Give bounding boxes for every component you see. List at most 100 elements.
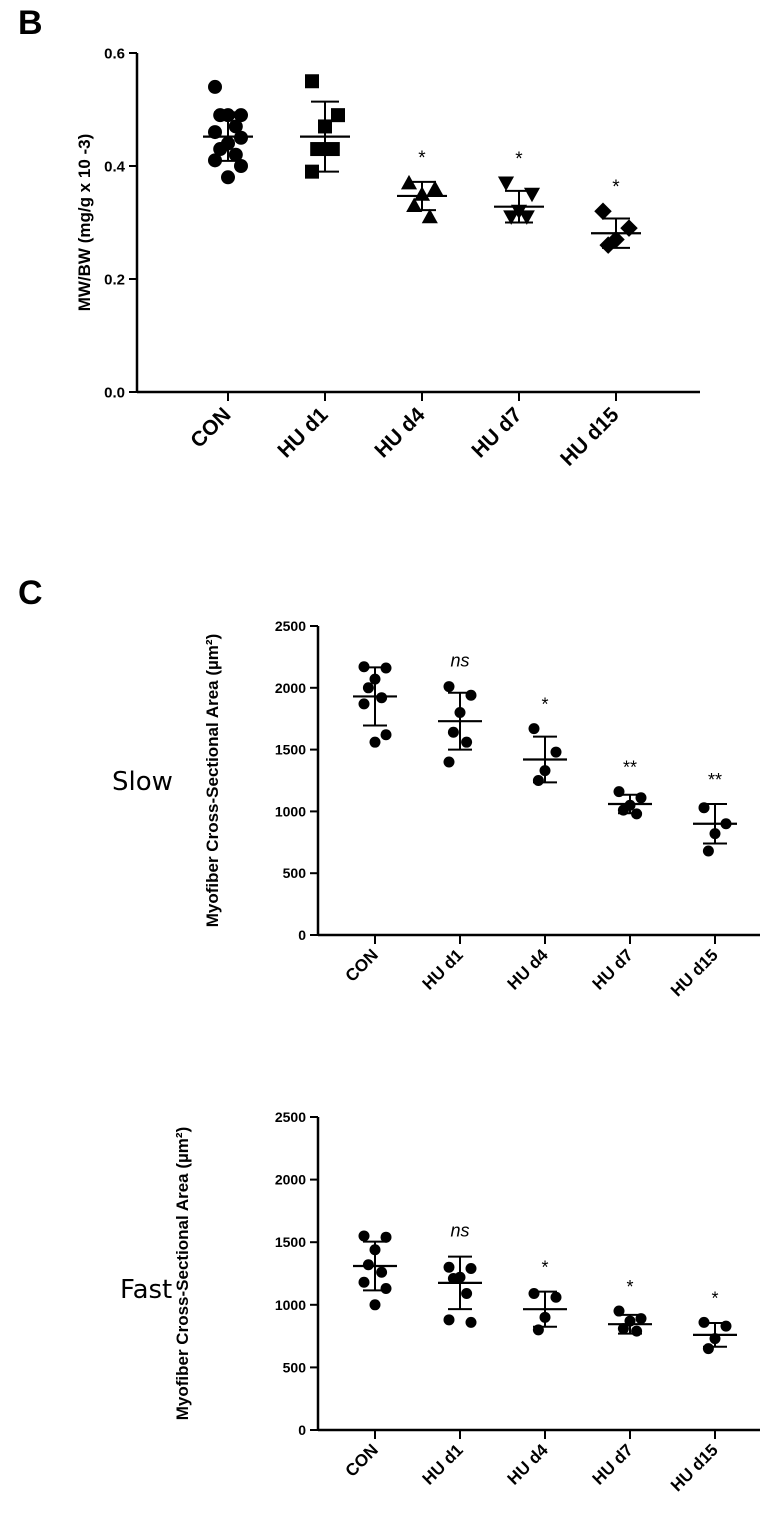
chart-2-data-point: [380, 729, 392, 741]
chart-1-data-point: [497, 176, 515, 191]
chart-2-data-point: [550, 746, 562, 758]
chart-3-data-point: [532, 1324, 544, 1336]
chart-2-significance-label: ns: [450, 651, 469, 671]
chart-1-data-point: [510, 204, 528, 220]
chart-3-data-point: [702, 1343, 714, 1355]
chart-1-significance-label: *: [418, 148, 426, 169]
chart-1-y-tick-label: 0.0: [104, 384, 125, 401]
chart-2-data-point: [369, 673, 381, 685]
chart-2-data-point: [532, 775, 544, 786]
chart-3-side-label: Fast: [120, 1275, 172, 1305]
chart-3-data-point: [376, 1266, 388, 1278]
chart-2-data-point: [376, 692, 388, 704]
chart-2-y-axis-label: Myofiber Cross-Sectional Area (µm²): [203, 634, 222, 928]
chart-3-y-tick-label: 500: [283, 1359, 307, 1375]
chart-2-data-point: [709, 828, 721, 840]
chart-2-data-point: [369, 736, 381, 748]
chart-2-data-point: [358, 698, 370, 710]
chart-3-significance-label: *: [711, 1288, 718, 1308]
chart-1-y-tick-label: 0.2: [104, 271, 125, 288]
chart-3-category-label: HU d15: [667, 1440, 722, 1495]
chart-3-data-point: [635, 1313, 647, 1325]
chart-3-data-point: [465, 1316, 477, 1328]
chart-1-data-point: [503, 210, 520, 225]
chart-2-category-label: CON: [342, 945, 382, 985]
chart-3-data-point: [380, 1283, 392, 1295]
chart-1-y-tick-label: 0.6: [104, 45, 125, 62]
chart-1-category-label: CON: [186, 403, 235, 452]
chart-3-data-point: [447, 1273, 459, 1285]
chart-1-data-point: [305, 164, 319, 179]
chart-3-data-point: [631, 1325, 643, 1337]
chart-1-data-point: [208, 79, 222, 94]
chart-1-significance-label: *: [515, 149, 523, 170]
chart-2-y-tick-label: 0: [298, 927, 306, 943]
chart-3-significance-label: ns: [450, 1221, 469, 1241]
chart-1-data-point: [421, 208, 438, 224]
chart-1-data-point: [213, 108, 228, 123]
chart-1-data-point: [234, 130, 248, 145]
chart-2-data-point: [358, 661, 370, 673]
chart-1-data-point: [426, 180, 444, 196]
chart-2-data-point: [443, 681, 455, 693]
chart-1-category-label: HU d7: [467, 403, 526, 462]
chart-1-data-point: [594, 202, 612, 220]
chart-1-data-point: [310, 142, 325, 157]
chart-1-category-label: HU d4: [370, 403, 429, 462]
chart-3-y-tick-label: 0: [298, 1422, 306, 1438]
chart-2-y-tick-label: 1000: [275, 803, 306, 819]
chart-3-data-point: [380, 1231, 392, 1243]
chart-3-y-tick-label: 1500: [275, 1234, 306, 1250]
chart-3-y-tick-label: 1000: [275, 1297, 306, 1313]
chart-2-y-tick-label: 2500: [275, 618, 306, 634]
chart-2-data-point: [443, 756, 455, 768]
chart-1-y-axis-label: MW/BW (mg/g x 10 -3): [75, 134, 94, 312]
chart-3-y-tick-label: 2000: [275, 1172, 306, 1188]
chart-3-data-point: [550, 1291, 562, 1303]
chart-1-data-point: [518, 210, 535, 225]
chart-2-category-label: HU d15: [667, 945, 722, 1000]
panel-letter-c: C: [18, 574, 43, 612]
chart-2-data-point: [465, 689, 477, 701]
chart-1-significance-label: *: [612, 177, 620, 198]
chart-1-data-point: [620, 219, 638, 237]
chart-3-data-point: [698, 1316, 710, 1328]
chart-3-category-label: CON: [342, 1440, 382, 1480]
chart-2-category-label: HU d1: [419, 945, 467, 993]
chart-2-data-point: [698, 802, 710, 814]
chart-3-significance-label: *: [626, 1277, 633, 1297]
chart-3-significance-label: *: [541, 1258, 548, 1278]
chart-2-data-point: [447, 726, 459, 738]
chart-1-data-point: [228, 147, 243, 162]
chart-2-significance-label: *: [541, 695, 548, 715]
chart-3-data-point: [369, 1244, 381, 1256]
chart-1: 0.0 0.2 0.4 0.6 MW/BW (mg/g x 10 -3) CON HU d1…: [75, 45, 700, 471]
chart-3-data-point: [358, 1276, 370, 1288]
chart-1-data-point: [305, 74, 319, 89]
chart-1-data-point: [234, 108, 248, 123]
chart-2-side-label: Slow: [112, 767, 173, 797]
chart-1-category-label: HU d15: [556, 403, 624, 471]
chart-2-data-point: [461, 736, 473, 748]
chart-3-category-label: HU d4: [504, 1440, 553, 1489]
chart-3-data-point: [617, 1323, 629, 1335]
chart-1-y-tick-label: 0.4: [104, 158, 126, 175]
chart-3-y-axis-label: Myofiber Cross-Sectional Area (µm²): [173, 1127, 192, 1421]
chart-1-data-point: [208, 153, 222, 168]
chart-3-data-point: [613, 1305, 625, 1317]
chart-1-data-point: [228, 119, 243, 134]
chart-1-data-point: [331, 108, 345, 123]
chart-3-y-tick-label: 2500: [275, 1109, 306, 1125]
panel-letter-b: B: [18, 4, 43, 42]
chart-3-data-point: [358, 1230, 370, 1242]
chart-3-category-label: HU d1: [419, 1440, 467, 1488]
chart-3-data-point: [528, 1288, 540, 1300]
chart-2: 0 500 1000 1500 2000 2500 Myofiber Cross-Secti…: [112, 618, 760, 1000]
chart-2-significance-label: **: [708, 770, 722, 790]
chart-2-data-point: [613, 786, 625, 798]
chart-1-data-point: [234, 159, 248, 173]
chart-1-data-point: [523, 187, 541, 203]
chart-2-data-point: [362, 682, 374, 694]
chart-1-data-point: [213, 142, 228, 157]
